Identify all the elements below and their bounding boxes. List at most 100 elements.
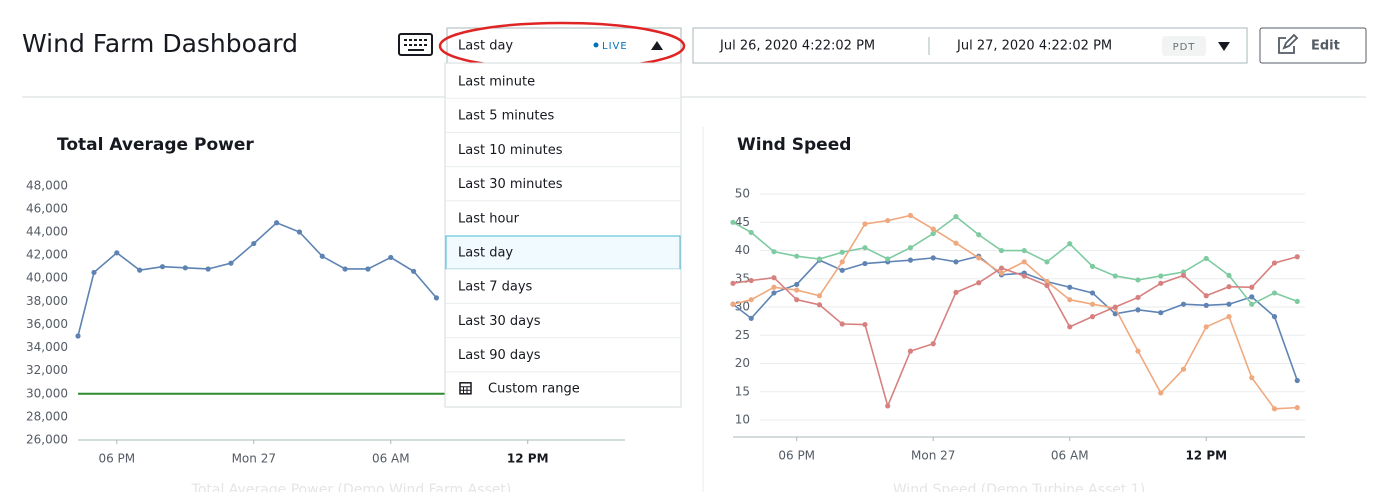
x-tick-label: Mon 27 xyxy=(911,449,955,463)
menu-item[interactable]: Last 5 minutes xyxy=(458,109,554,124)
y-tick-label: 40 xyxy=(735,243,750,257)
data-point xyxy=(91,269,97,276)
data-point xyxy=(998,265,1005,271)
data-point xyxy=(794,287,800,293)
data-point xyxy=(907,245,914,251)
data-point xyxy=(1089,314,1096,320)
chart-title: Total Average Power xyxy=(57,135,254,155)
data-point xyxy=(1294,405,1300,411)
data-point xyxy=(1249,301,1255,307)
menu-item[interactable]: Last 90 days xyxy=(458,348,541,363)
menu-item[interactable]: Last 10 minutes xyxy=(458,143,563,158)
data-point xyxy=(1067,297,1073,303)
y-tick-label: 42,000 xyxy=(26,248,68,262)
data-point xyxy=(1158,390,1164,396)
y-tick-label: 32,000 xyxy=(26,363,68,377)
data-point xyxy=(114,250,120,256)
x-tick-label: 12 PM xyxy=(507,452,549,466)
data-point xyxy=(1271,406,1278,412)
data-point xyxy=(730,301,736,307)
calendar-icon-grid xyxy=(460,386,471,394)
data-point xyxy=(730,280,736,286)
data-point xyxy=(1158,280,1164,286)
data-point xyxy=(1203,324,1209,330)
data-point xyxy=(1135,307,1141,313)
data-point xyxy=(862,221,868,227)
y-tick-label: 48,000 xyxy=(26,178,68,192)
data-point xyxy=(794,281,800,288)
data-point xyxy=(1249,375,1255,381)
data-point xyxy=(1112,273,1118,279)
data-point xyxy=(1158,273,1164,279)
menu-item[interactable]: Last 30 minutes xyxy=(458,177,563,192)
data-point xyxy=(1089,290,1096,296)
data-point xyxy=(388,254,394,261)
data-point xyxy=(1021,259,1027,265)
data-point xyxy=(251,240,257,247)
data-point xyxy=(1226,272,1232,279)
data-point xyxy=(1226,314,1232,320)
data-point xyxy=(1067,284,1073,290)
y-tick-label: 10 xyxy=(735,413,750,427)
data-point xyxy=(771,249,777,255)
data-point xyxy=(794,253,800,259)
data-point xyxy=(1135,277,1141,283)
menu-item[interactable]: Last day xyxy=(458,246,513,261)
data-point xyxy=(1271,260,1278,266)
data-point xyxy=(1249,294,1255,300)
menu-item[interactable]: Last minute xyxy=(458,75,535,90)
y-tick-label: 44,000 xyxy=(26,225,68,239)
data-point xyxy=(159,264,166,270)
data-point xyxy=(137,267,143,273)
data-point xyxy=(1044,282,1050,289)
menu-item[interactable]: Last 30 days xyxy=(458,314,541,329)
x-tick-label: 06 AM xyxy=(1051,449,1089,463)
y-tick-label: 38,000 xyxy=(26,294,68,308)
live-badge: LIVE xyxy=(602,41,628,52)
data-point xyxy=(930,226,936,232)
data-point xyxy=(1067,324,1073,330)
date-range[interactable]: Jul 26, 2020 4:22:02 PM Jul 27, 2020 4:2… xyxy=(692,27,1248,64)
y-tick-label: 50 xyxy=(735,187,750,201)
data-point xyxy=(953,259,959,265)
y-tick-label: 25 xyxy=(735,328,750,342)
y-tick-label: 40,000 xyxy=(26,271,68,285)
menu-item[interactable]: Last hour xyxy=(458,211,520,226)
data-point xyxy=(1294,298,1300,304)
data-point xyxy=(1089,301,1096,307)
edit-button[interactable]: Edit xyxy=(1259,27,1367,64)
series-line xyxy=(732,255,1299,381)
time-picker[interactable]: Last day LIVE xyxy=(446,27,682,64)
data-point xyxy=(296,229,303,235)
timezone: PDT xyxy=(1173,42,1196,53)
data-point xyxy=(862,245,868,251)
menu-item[interactable]: Last 7 days xyxy=(458,280,533,295)
data-point xyxy=(930,341,936,347)
data-point xyxy=(816,256,823,262)
keyboard-icon[interactable] xyxy=(398,33,433,56)
page-title: Wind Farm Dashboard xyxy=(22,29,298,58)
data-point xyxy=(1180,272,1187,279)
data-point xyxy=(771,290,777,296)
data-point xyxy=(748,229,754,236)
data-point xyxy=(433,295,440,301)
data-point xyxy=(1180,301,1187,307)
data-point xyxy=(771,284,777,290)
data-point xyxy=(998,247,1005,254)
data-point xyxy=(953,289,959,295)
data-point xyxy=(1203,293,1209,299)
data-point xyxy=(1067,241,1073,247)
series-line xyxy=(732,214,1298,410)
menu-item[interactable]: Custom range xyxy=(488,381,580,396)
data-point xyxy=(1203,302,1209,308)
x-tick-label: 06 PM xyxy=(778,449,815,463)
series-line xyxy=(732,215,1298,306)
chart-caption: Wind Speed (Demo Turbine Asset 1) xyxy=(893,482,1145,492)
x-tick-label: 12 PM xyxy=(1185,449,1227,463)
data-point xyxy=(771,275,777,281)
edit-label: Edit xyxy=(1311,39,1340,54)
data-point xyxy=(748,315,754,321)
data-point xyxy=(75,333,81,339)
data-point xyxy=(907,212,914,219)
y-tick-label: 30,000 xyxy=(26,386,68,400)
